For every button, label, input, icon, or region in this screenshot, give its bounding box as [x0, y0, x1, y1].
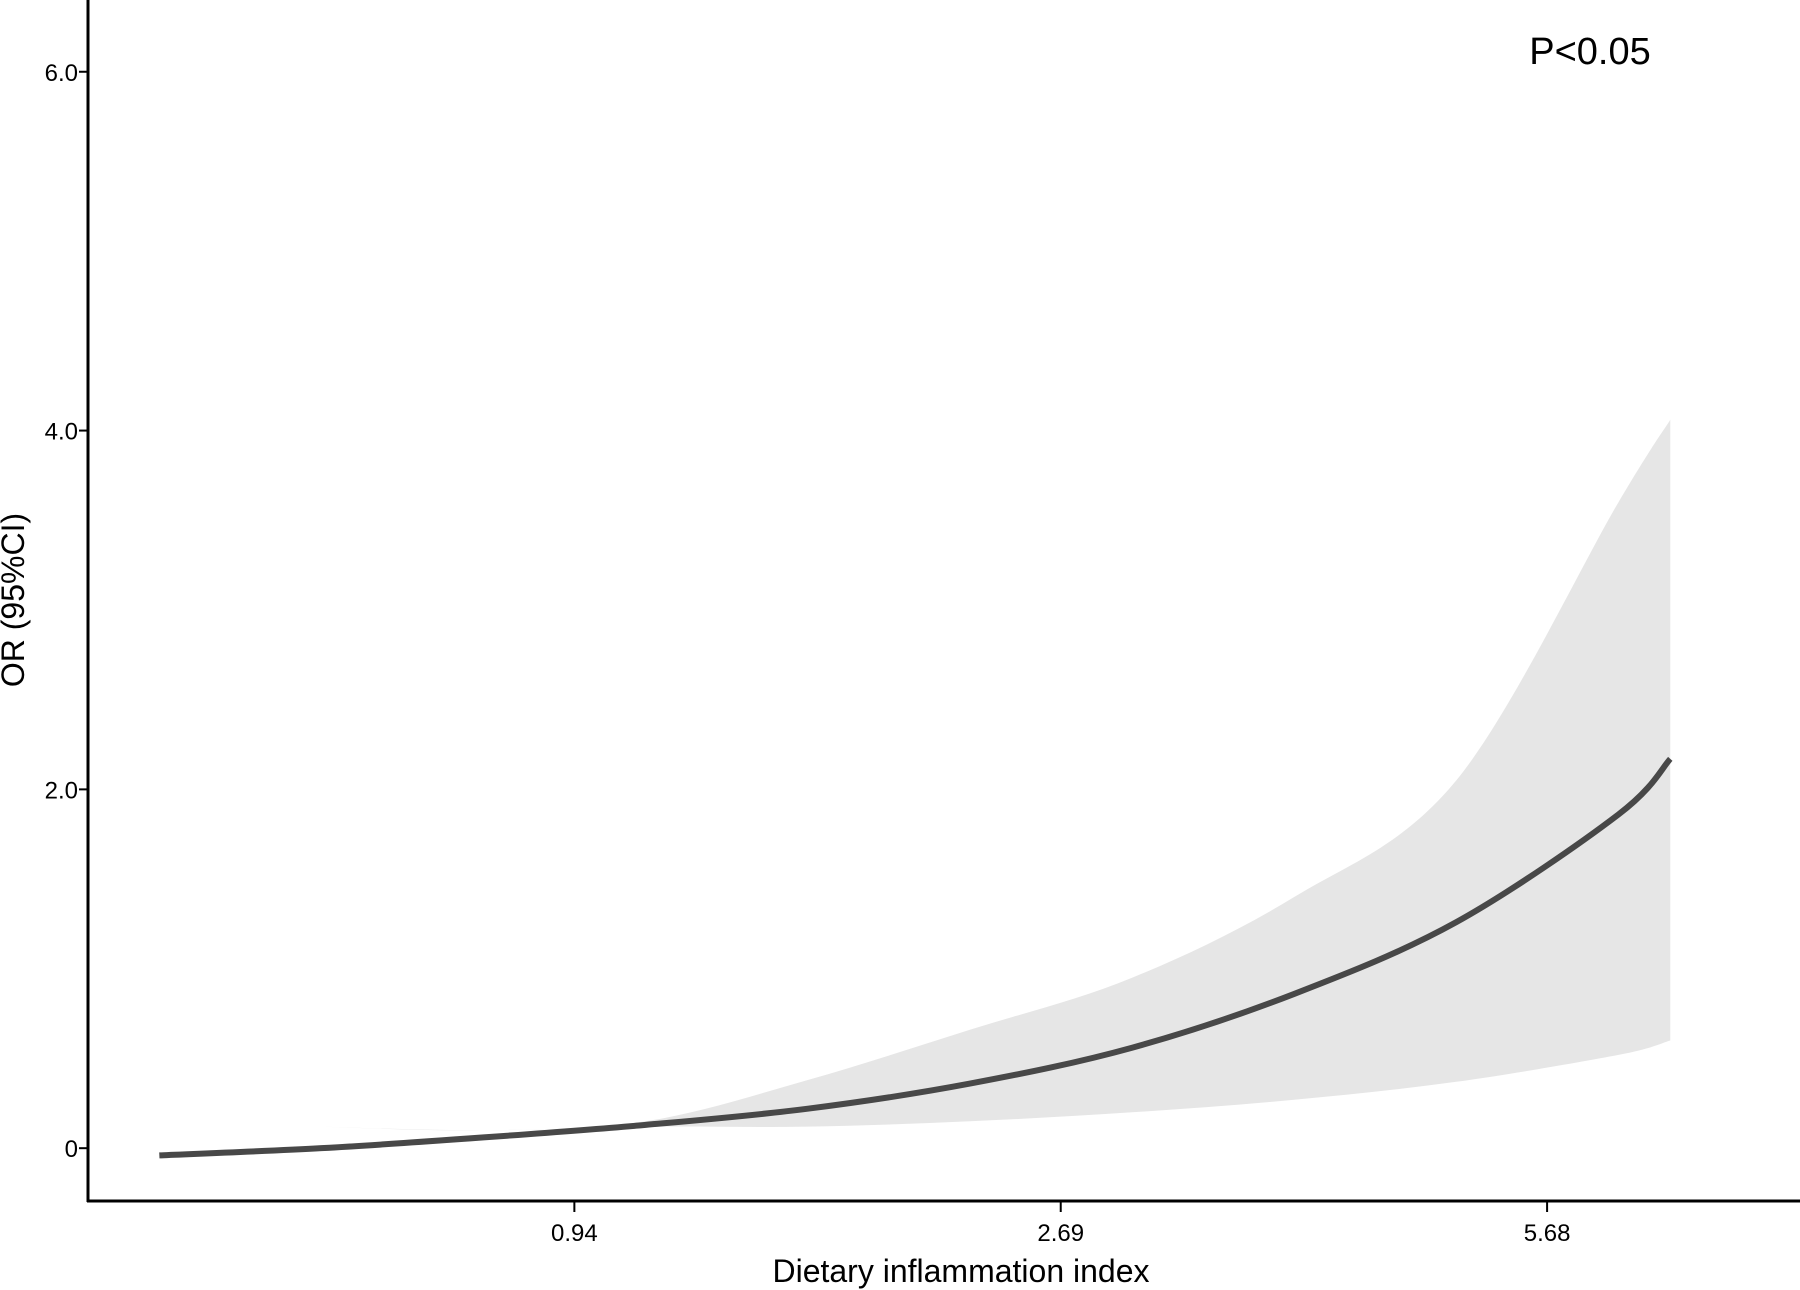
or-curve — [159, 756, 1673, 1159]
x-tick-label: 2.69 — [1037, 1220, 1084, 1247]
x-axis-label: Dietary inflammation index — [772, 1253, 1149, 1289]
or-line-0 — [159, 756, 1673, 1159]
x-tick-label: 0.94 — [551, 1220, 598, 1247]
x-tick-label: 5.68 — [1524, 1220, 1571, 1247]
confidence-band — [159, 419, 1671, 1131]
p-value-annotation: P<0.05 — [1529, 31, 1651, 73]
ci-band-0 — [159, 419, 1671, 1131]
y-tick-label: 2.0 — [45, 777, 78, 804]
ticks: 0.94 2.69 5.68 0 2.0 4.0 6.0 — [45, 60, 1571, 1247]
y-tick-label: 0 — [65, 1136, 78, 1163]
y-tick-label: 4.0 — [45, 419, 78, 446]
y-axis-label: OR (95%CI) — [0, 513, 31, 687]
axes — [86, 0, 1800, 1203]
y-tick-label: 6.0 — [45, 60, 78, 87]
